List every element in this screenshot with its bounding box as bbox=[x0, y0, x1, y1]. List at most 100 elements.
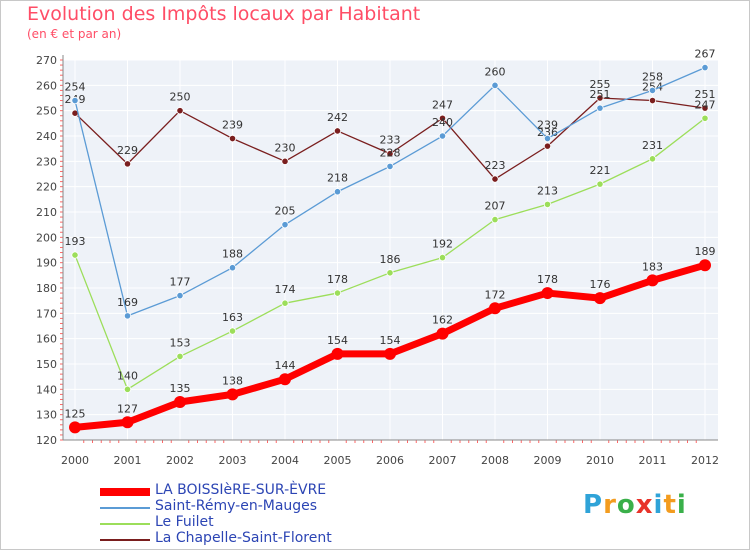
data-label: 247 bbox=[695, 98, 716, 111]
data-label: 154 bbox=[327, 334, 348, 347]
data-point bbox=[123, 160, 132, 168]
data-label: 239 bbox=[222, 119, 243, 132]
y-tick-label: 170 bbox=[36, 307, 57, 320]
data-point bbox=[123, 312, 132, 320]
y-tick-label: 180 bbox=[36, 282, 57, 295]
data-point bbox=[701, 104, 709, 112]
legend-swatch bbox=[100, 539, 150, 541]
data-point bbox=[123, 385, 132, 393]
data-point bbox=[71, 251, 79, 259]
legend-swatch bbox=[100, 523, 150, 525]
data-label: 239 bbox=[537, 119, 558, 132]
data-point bbox=[386, 150, 394, 158]
data-label: 242 bbox=[327, 111, 348, 124]
data-label: 228 bbox=[380, 146, 401, 159]
logo-letter: x bbox=[635, 490, 654, 520]
data-label: 255 bbox=[590, 78, 611, 91]
x-tick-label: 2010 bbox=[586, 454, 614, 467]
data-label: 127 bbox=[117, 402, 138, 415]
data-point bbox=[228, 264, 237, 272]
data-point bbox=[438, 132, 447, 140]
data-point bbox=[226, 388, 239, 401]
data-point bbox=[701, 64, 709, 72]
y-tick-label: 250 bbox=[36, 105, 57, 118]
logo-letter: P bbox=[583, 490, 604, 520]
data-label: 267 bbox=[695, 48, 716, 61]
y-tick-label: 150 bbox=[36, 358, 57, 371]
data-point bbox=[543, 200, 552, 208]
legend-label: La Chapelle-Saint-Florent bbox=[155, 530, 332, 546]
data-label: 193 bbox=[65, 235, 86, 248]
data-point bbox=[699, 259, 711, 272]
data-point bbox=[331, 347, 344, 360]
data-label: 233 bbox=[380, 134, 401, 147]
legend-swatch bbox=[100, 507, 150, 509]
data-label: 169 bbox=[117, 296, 138, 309]
data-label: 229 bbox=[117, 144, 138, 157]
data-label: 240 bbox=[432, 116, 453, 129]
data-label: 186 bbox=[380, 253, 401, 266]
data-point bbox=[281, 221, 289, 229]
logo-letter: t bbox=[663, 490, 677, 520]
data-label: 205 bbox=[275, 205, 296, 218]
x-tick-label: 2007 bbox=[429, 454, 457, 467]
x-tick-label: 2003 bbox=[219, 454, 247, 467]
logo-letter: i bbox=[653, 490, 664, 520]
x-tick-label: 2002 bbox=[166, 454, 194, 467]
logo-letter: i bbox=[676, 490, 687, 520]
data-label: 247 bbox=[432, 98, 453, 111]
legend-swatch bbox=[100, 488, 150, 496]
data-label: 251 bbox=[695, 88, 716, 101]
data-point bbox=[438, 114, 447, 122]
data-label: 231 bbox=[642, 139, 663, 152]
data-point bbox=[541, 287, 554, 300]
chart-subtitle: (en € et par an) bbox=[27, 27, 122, 41]
data-label: 178 bbox=[537, 273, 558, 286]
data-point bbox=[176, 291, 184, 300]
data-label: 221 bbox=[590, 164, 611, 177]
data-label: 192 bbox=[432, 238, 453, 251]
data-label: 138 bbox=[222, 374, 243, 387]
data-point bbox=[491, 81, 499, 89]
data-label: 260 bbox=[485, 65, 506, 78]
data-point bbox=[176, 107, 184, 115]
legend-label: LA BOISSIèRE-SUR-ÈVRE bbox=[155, 482, 327, 498]
data-point bbox=[333, 127, 342, 135]
data-label: 183 bbox=[642, 260, 663, 273]
x-tick-label: 2011 bbox=[639, 454, 667, 467]
data-label: 207 bbox=[485, 200, 506, 213]
data-point bbox=[438, 254, 447, 262]
legend-label: Le Fuilet bbox=[155, 514, 214, 530]
x-tick-label: 2004 bbox=[271, 454, 299, 467]
data-point bbox=[386, 162, 394, 170]
x-tick-label: 2008 bbox=[481, 454, 509, 467]
data-label: 251 bbox=[590, 88, 611, 101]
y-tick-label: 260 bbox=[36, 79, 57, 92]
data-point bbox=[594, 292, 606, 305]
data-label: 223 bbox=[485, 159, 506, 172]
data-point bbox=[228, 134, 237, 143]
data-point bbox=[648, 96, 657, 105]
y-tick-label: 220 bbox=[36, 181, 57, 194]
x-tick-label: 2001 bbox=[114, 454, 142, 467]
data-point bbox=[596, 104, 604, 112]
x-tick-label: 2005 bbox=[324, 454, 352, 467]
data-label: 154 bbox=[380, 334, 401, 347]
y-tick-label: 210 bbox=[36, 206, 57, 219]
data-point bbox=[281, 157, 289, 165]
data-point bbox=[386, 269, 394, 277]
data-label: 163 bbox=[222, 311, 243, 324]
x-tick-label: 2006 bbox=[376, 454, 404, 467]
y-tick-label: 130 bbox=[36, 409, 57, 422]
data-point bbox=[596, 180, 604, 188]
data-label: 174 bbox=[275, 283, 296, 296]
y-tick-label: 230 bbox=[36, 155, 57, 168]
data-point bbox=[543, 142, 552, 150]
data-label: 172 bbox=[485, 288, 506, 301]
data-point bbox=[543, 134, 552, 143]
data-point bbox=[279, 373, 291, 386]
y-tick-label: 200 bbox=[36, 231, 57, 244]
x-tick-label: 2000 bbox=[61, 454, 89, 467]
y-tick-label: 270 bbox=[36, 54, 57, 67]
